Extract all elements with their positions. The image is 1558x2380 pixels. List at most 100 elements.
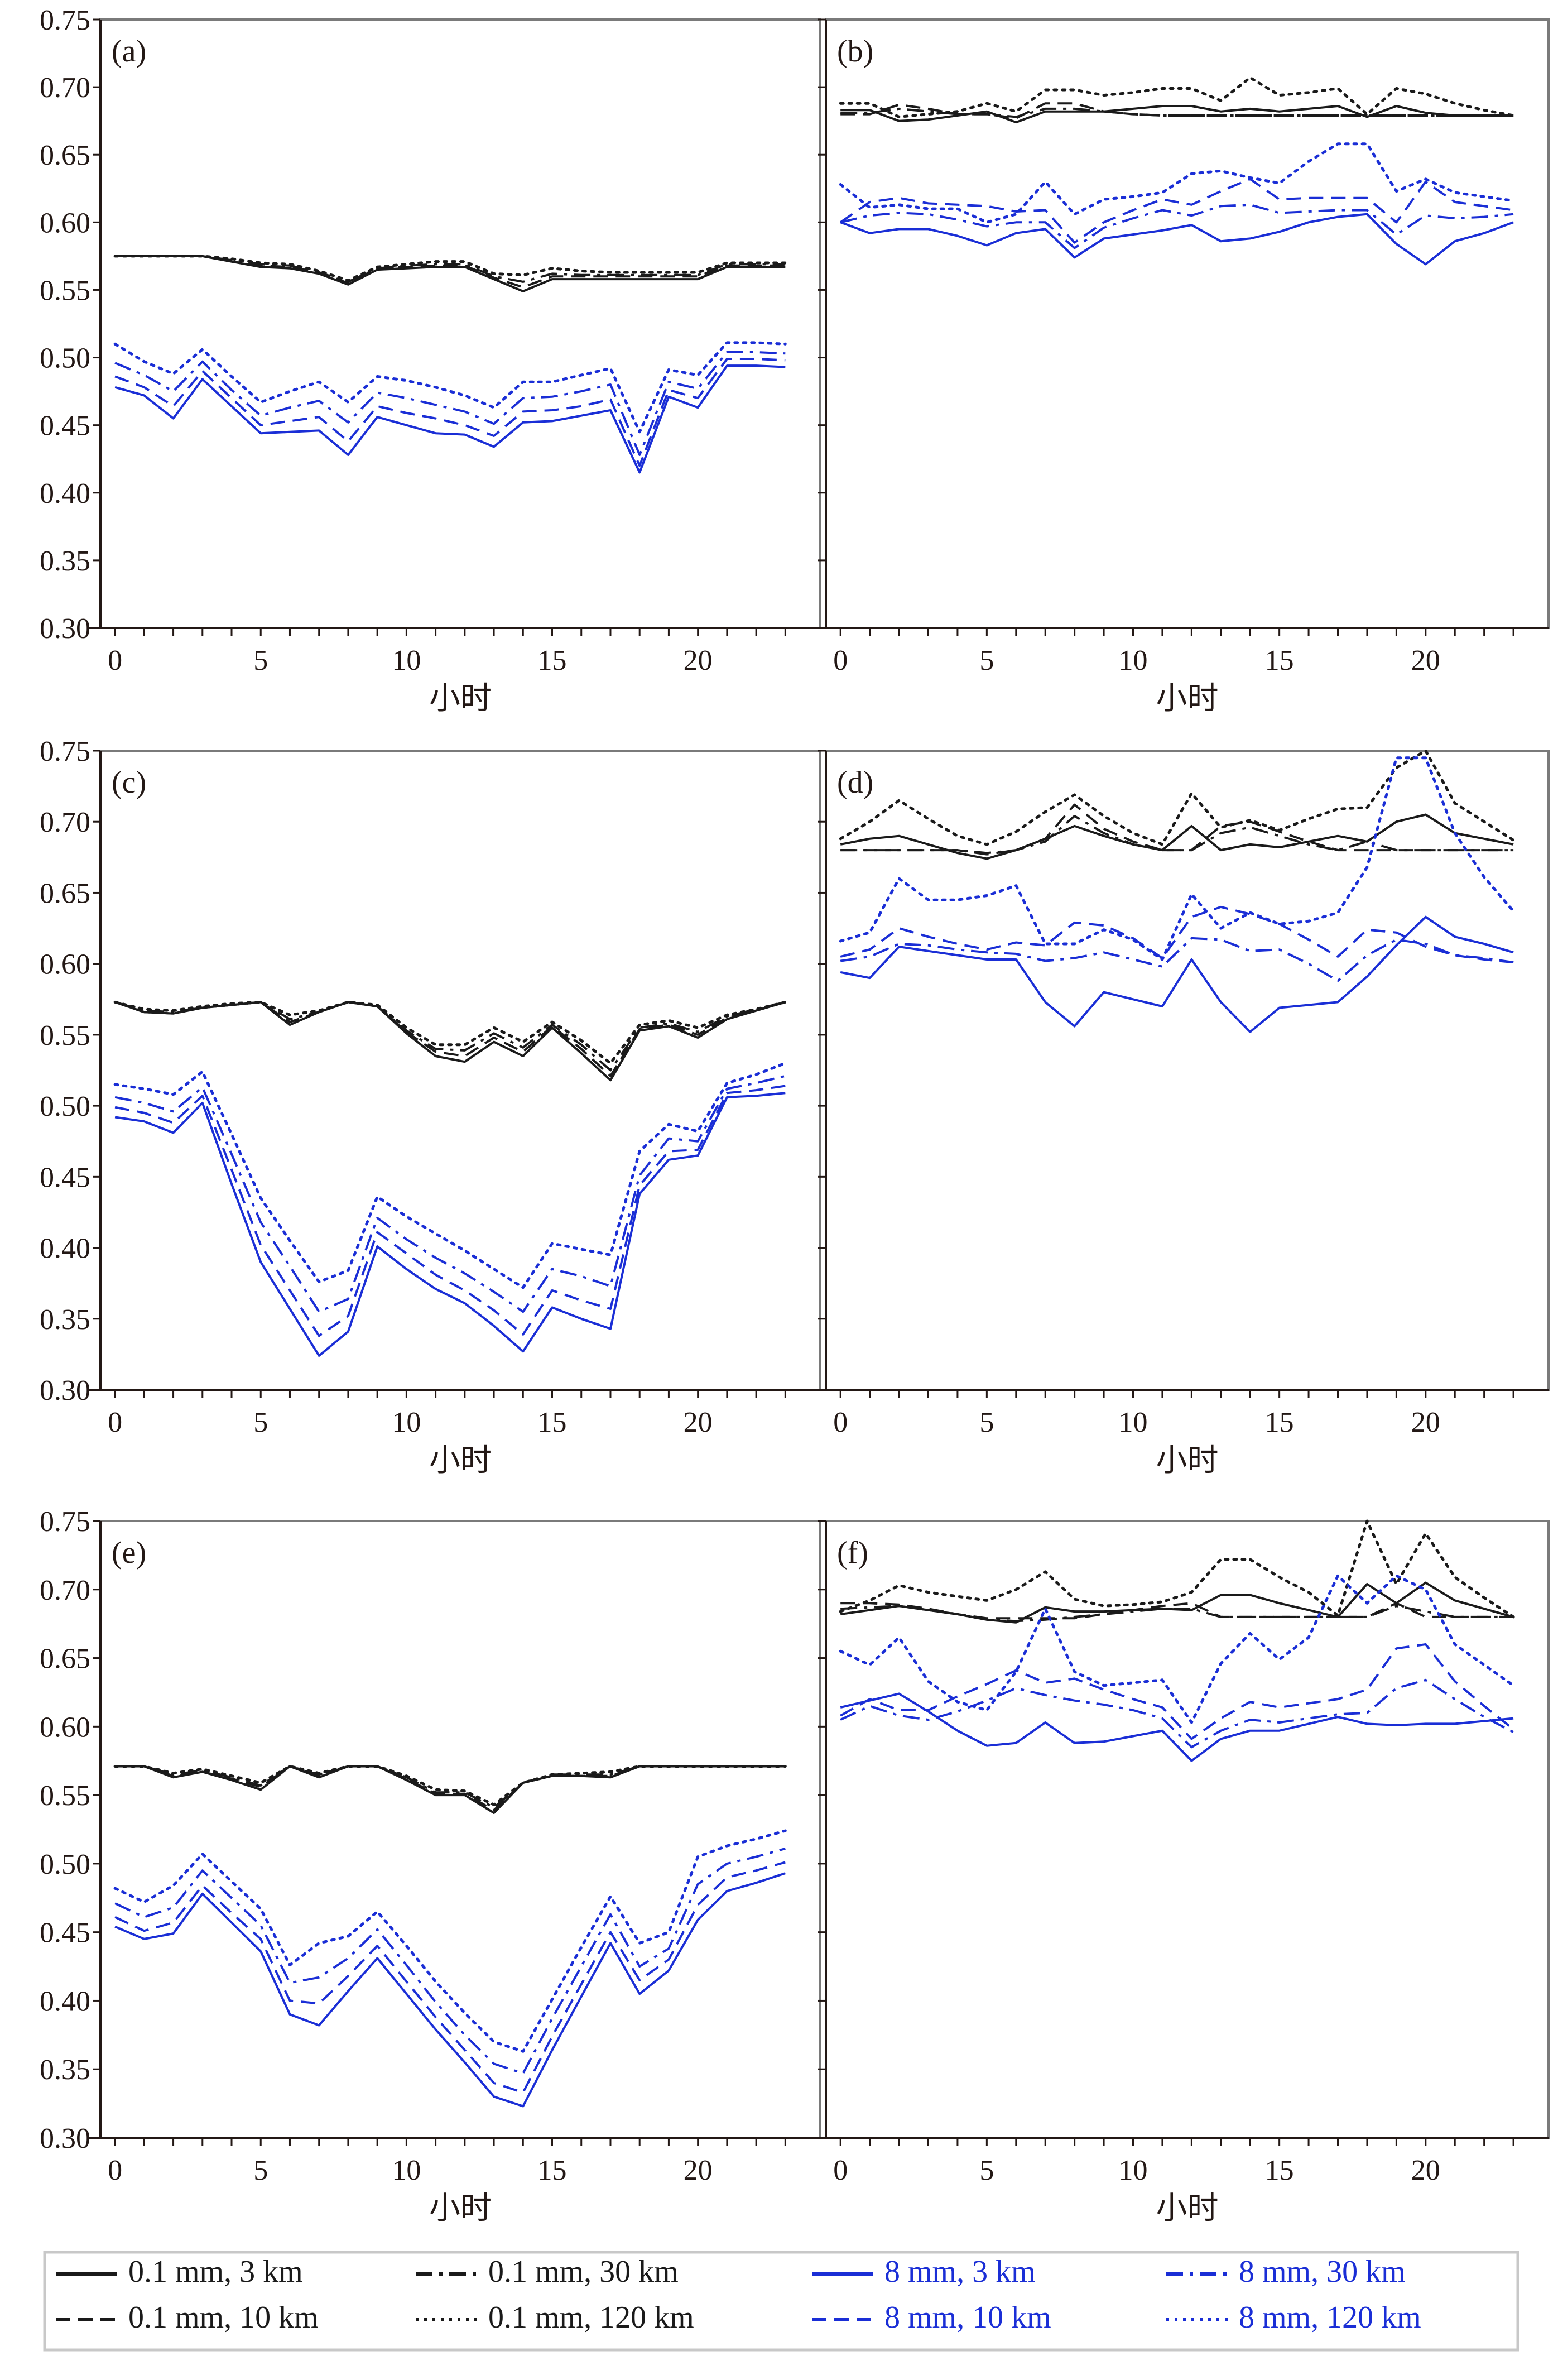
panel-label: (c)	[112, 765, 146, 800]
series-line	[840, 105, 1514, 124]
plot-frame	[99, 18, 821, 629]
x-tick-label: 5	[979, 645, 994, 676]
y-tick-label: 0.45	[40, 410, 90, 442]
y-tick-label: 0.60	[40, 949, 90, 981]
series-line	[114, 364, 786, 474]
x-tick-label: 10	[1119, 645, 1148, 676]
x-tick-label: 15	[1265, 1407, 1294, 1438]
y-tick-label: 0.65	[40, 140, 90, 171]
panels: 0.30 0.35 0.40 0.45 0.50 0.55 0.60 0.65 0.70 0.75…	[40, 4, 1550, 2226]
series-line	[114, 1085, 786, 1337]
y-tick-label: 0.70	[40, 1575, 90, 1606]
x-tick-label: 20	[1411, 645, 1440, 676]
legend-label: 0.1 mm, 10 km	[128, 2300, 319, 2335]
legend-item: 8 mm, 30 km	[1166, 2254, 1406, 2289]
y-tick-label: 0.70	[40, 807, 90, 838]
x-axis-label: 小时	[429, 1443, 492, 1478]
series-line	[840, 1692, 1514, 1762]
x-tick-label: 20	[1411, 2155, 1440, 2186]
panel-c: 0.30 0.35 0.40 0.45 0.50 0.55 0.60 0.65 0.70 0.75…	[40, 736, 821, 1478]
y-tick-label: 0.75	[40, 736, 90, 767]
legend-item: 0.1 mm, 3 km	[56, 2254, 303, 2289]
series-line	[113, 1829, 787, 2053]
panel-d: 0 5 10 15 20 小时 (d)	[815, 749, 1550, 1478]
legend-item: 8 mm, 10 km	[812, 2300, 1051, 2335]
panel-label: (d)	[837, 765, 873, 800]
y-tick-label: 0.30	[40, 1375, 90, 1407]
y-tick-label: 0.70	[40, 72, 90, 104]
panel-label: (b)	[837, 34, 873, 69]
series-line	[114, 1092, 786, 1357]
panel-f: 0 5 10 15 20 小时 (f)	[815, 1519, 1550, 2226]
series-line	[840, 813, 1514, 860]
x-tick-label: 10	[1119, 2155, 1148, 2186]
x-tick-label: 10	[392, 1407, 421, 1438]
y-tick-label: 0.55	[40, 1020, 90, 1052]
panel-a: 0.30 0.35 0.40 0.45 0.50 0.55 0.60 0.65 0.70 0.75…	[40, 4, 821, 716]
y-tick-label: 0.40	[40, 1233, 90, 1265]
series-line	[114, 1074, 786, 1313]
x-tick-label: 20	[1411, 1407, 1440, 1438]
series-line	[840, 213, 1514, 266]
x-tick-label: 0	[108, 1407, 122, 1438]
series-line	[114, 1872, 786, 2108]
x-axis-label: 小时	[1156, 1443, 1219, 1478]
series-line	[114, 1847, 786, 2075]
x-tick-label: 15	[1265, 645, 1294, 676]
x-tick-label: 0	[833, 2155, 848, 2186]
legend-label: 8 mm, 30 km	[1239, 2254, 1406, 2289]
plot-frame	[99, 750, 821, 1391]
series-line	[840, 107, 1514, 118]
x-tick-label: 15	[538, 2155, 567, 2186]
legend-label: 8 mm, 10 km	[884, 2300, 1051, 2335]
series-line	[113, 255, 787, 282]
series-line	[839, 1519, 1515, 1619]
y-tick-label: 0.35	[40, 1304, 90, 1336]
series-line	[840, 815, 1514, 855]
x-tick-label: 20	[684, 645, 713, 676]
series-line	[839, 142, 1515, 224]
x-tick-label: 15	[538, 645, 567, 676]
series-line	[840, 905, 1514, 964]
x-tick-label: 0	[833, 1407, 848, 1438]
legend-item: 8 mm, 120 km	[1166, 2300, 1421, 2335]
x-axis-label: 小时	[1156, 2191, 1219, 2226]
y-tick-label: 0.65	[40, 1643, 90, 1675]
y-tick-label: 0.50	[40, 1091, 90, 1122]
y-tick-label: 0.65	[40, 877, 90, 909]
x-tick-label: 5	[253, 2155, 268, 2186]
plot-frame	[825, 1520, 1550, 2139]
x-axis-label: 小时	[429, 2191, 492, 2226]
series-line	[114, 1001, 786, 1072]
y-tick-label: 0.75	[40, 4, 90, 36]
x-axis-label: 小时	[1156, 682, 1219, 716]
x-tick-label: 0	[108, 2155, 122, 2186]
legend-item: 0.1 mm, 10 km	[56, 2300, 319, 2335]
x-tick-label: 5	[253, 1407, 268, 1438]
series-line	[113, 341, 787, 434]
y-tick-label: 0.30	[40, 613, 90, 645]
x-tick-label: 5	[979, 1407, 994, 1438]
legend-label: 8 mm, 3 km	[884, 2254, 1036, 2289]
y-tick-label: 0.50	[40, 1849, 90, 1880]
x-axis-label: 小时	[429, 682, 492, 716]
panel-e: 0.30 0.35 0.40 0.45 0.50 0.55 0.60 0.65 0.70 0.75…	[40, 1506, 821, 2226]
series-line	[113, 1062, 787, 1289]
y-tick-label: 0.35	[40, 2054, 90, 2086]
series-line	[840, 1643, 1514, 1740]
panel-label: (a)	[112, 34, 146, 69]
y-tick-label: 0.75	[40, 1506, 90, 1538]
y-tick-label: 0.35	[40, 545, 90, 577]
plot-frame	[99, 1520, 821, 2139]
x-tick-label: 20	[684, 2155, 713, 2186]
series-line	[114, 358, 786, 467]
x-tick-label: 10	[392, 2155, 421, 2186]
series-line	[839, 1574, 1515, 1724]
y-tick-label: 0.60	[40, 207, 90, 239]
series-line	[114, 1861, 786, 2094]
series-line	[839, 756, 1515, 961]
y-tick-label: 0.55	[40, 275, 90, 306]
y-tick-label: 0.40	[40, 478, 90, 510]
y-tick-label: 0.45	[40, 1917, 90, 1949]
